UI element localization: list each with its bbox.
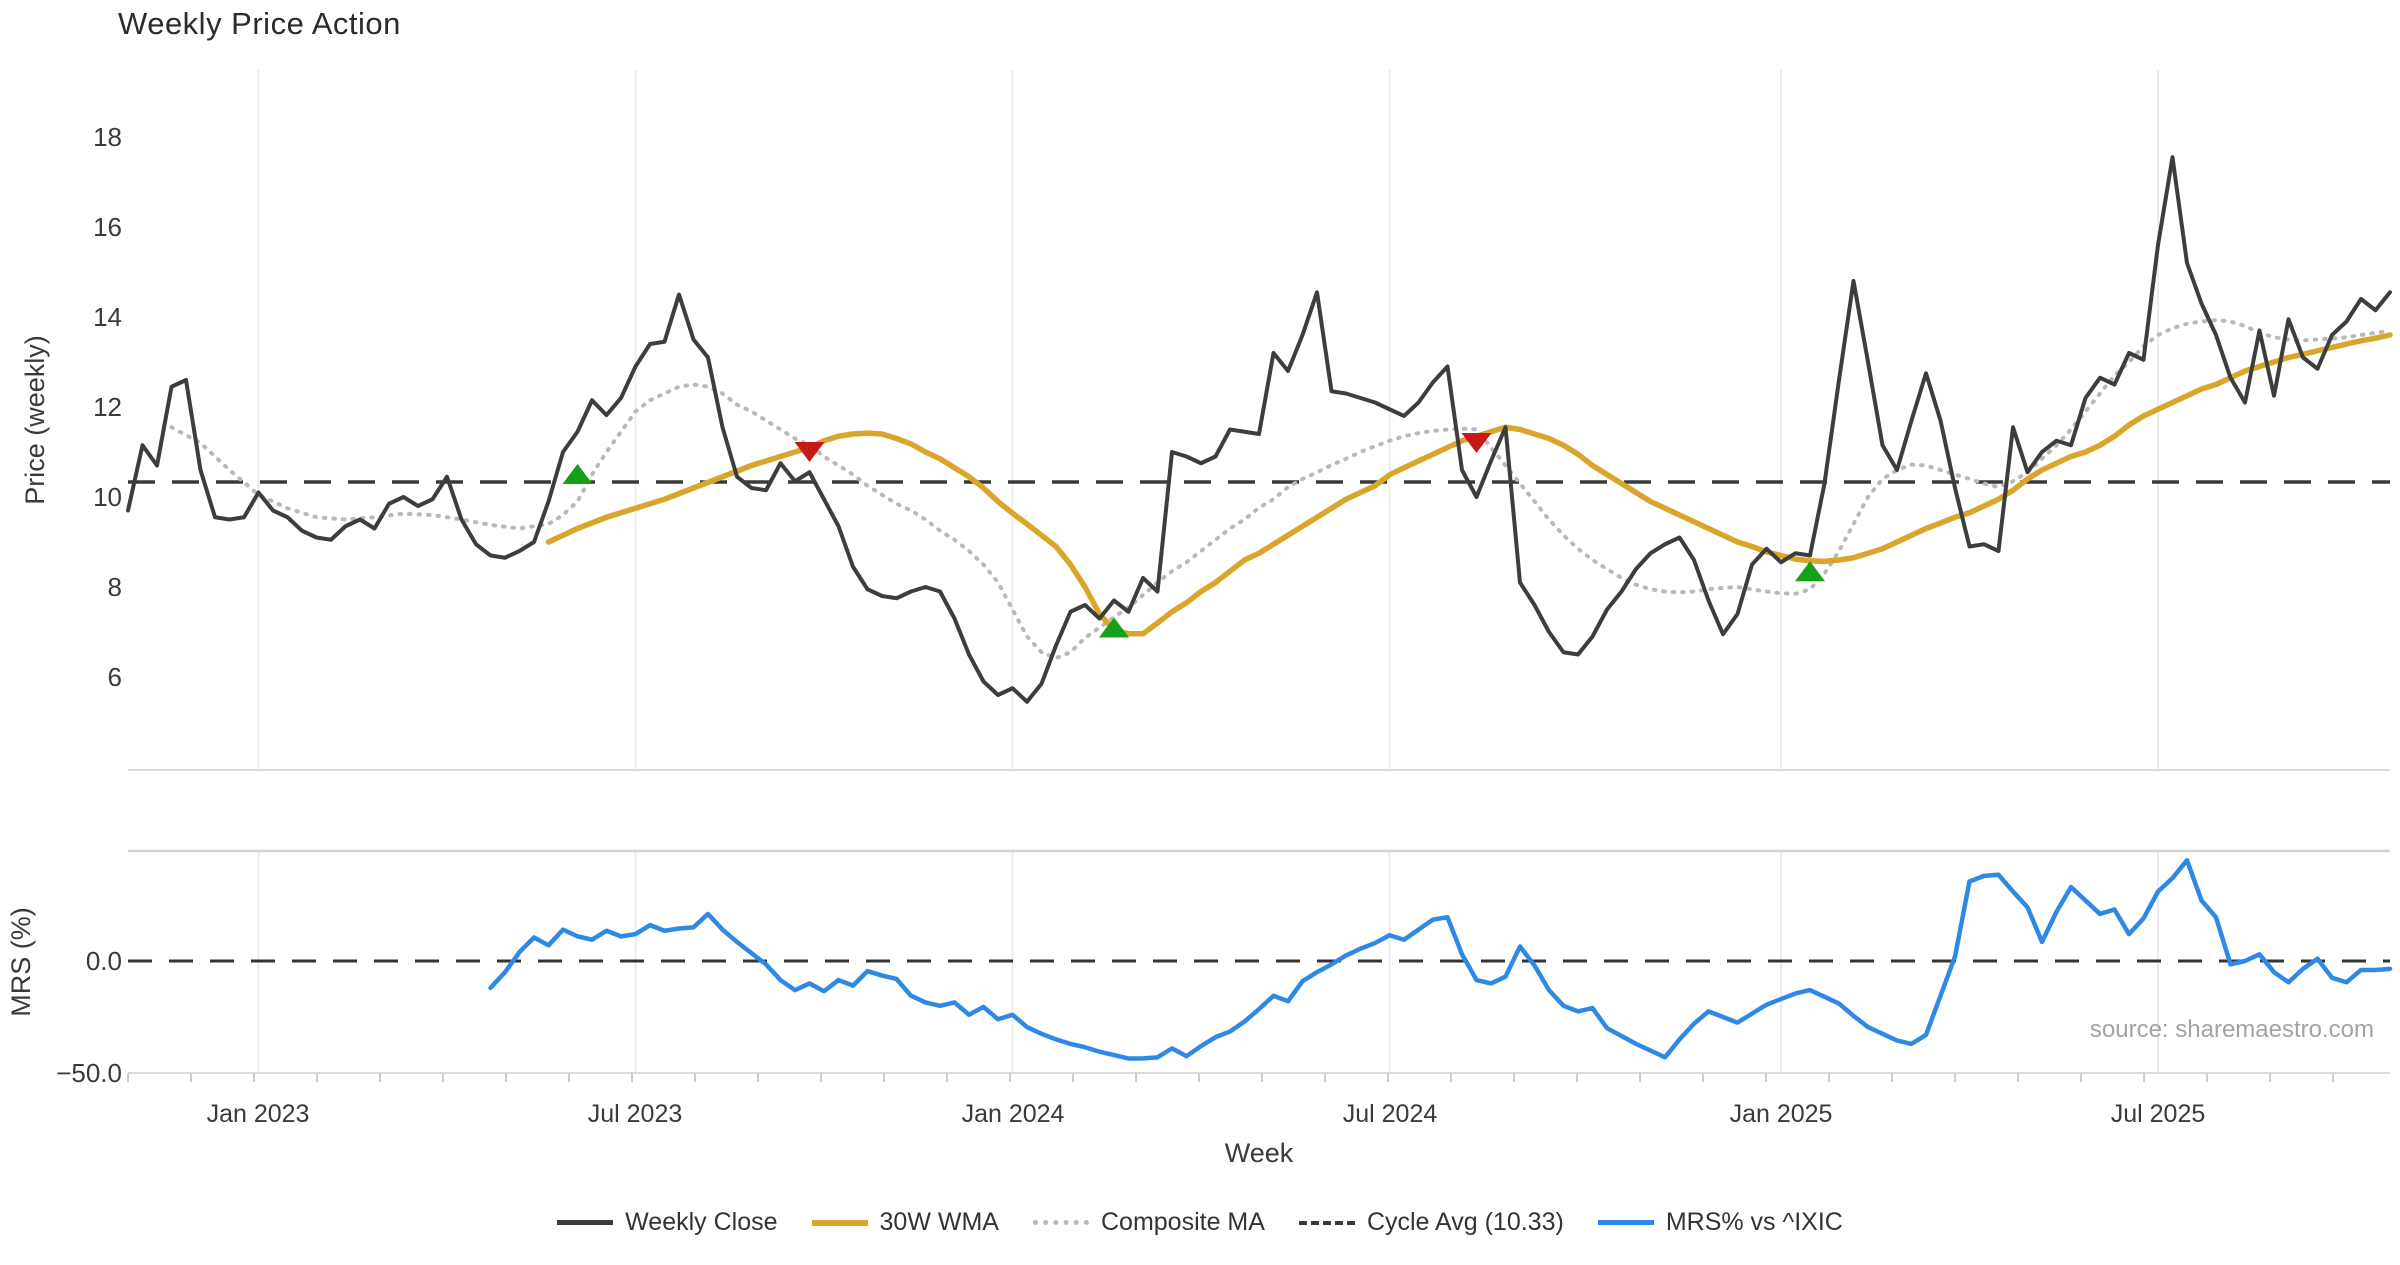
legend-item-composite: Composite MA xyxy=(1032,1208,1265,1237)
mrs-ytick-0: 0.0 xyxy=(86,946,122,976)
x-axis-label: Week xyxy=(1225,1138,1294,1168)
price-ytick-12: 12 xyxy=(93,392,122,422)
legend-label: Cycle Avg (10.33) xyxy=(1366,1208,1564,1236)
legend-label: 30W WMA xyxy=(879,1208,999,1236)
xtick-jan-2025: Jan 2025 xyxy=(1730,1100,1833,1128)
legend-label: Composite MA xyxy=(1100,1208,1265,1236)
buy-sell-markers xyxy=(562,433,1825,638)
sell-signal-marker xyxy=(1461,433,1492,453)
price-ytick-8: 8 xyxy=(108,572,122,602)
price-ytick-10: 10 xyxy=(93,482,122,512)
price-panel-gridlines xyxy=(257,70,2159,770)
source-credit: source: sharemaestro.com xyxy=(2089,1016,2374,1043)
price-axis-label: Price (weekly) xyxy=(20,335,50,505)
sell-signal-marker xyxy=(794,442,825,462)
price-ytick-16: 16 xyxy=(93,212,122,242)
legend-item-wma: 30W WMA xyxy=(811,1208,999,1237)
xtick-jul-2025: Jul 2025 xyxy=(2111,1100,2206,1128)
cycle-avg-swatch-icon xyxy=(1298,1220,1355,1225)
weekly-close-line xyxy=(126,155,2392,704)
composite-ma-line xyxy=(169,318,2392,661)
xtick-jul-2024: Jul 2024 xyxy=(1343,1100,1438,1128)
buy-signal-marker xyxy=(1099,617,1129,638)
composite-swatch-icon xyxy=(1032,1220,1089,1225)
wma-swatch-icon xyxy=(811,1219,868,1226)
price-ytick-18: 18 xyxy=(93,122,122,152)
wma-30w-line xyxy=(545,332,2393,637)
mrs-axis-label: MRS (%) xyxy=(6,907,36,1017)
legend-label: Weekly Close xyxy=(625,1208,778,1236)
legend-item-cycle-avg: Cycle Avg (10.33) xyxy=(1298,1208,1564,1237)
legend-item-weekly-close: Weekly Close xyxy=(557,1208,778,1237)
price-ytick-6: 6 xyxy=(108,662,122,692)
buy-signal-marker xyxy=(1795,561,1825,582)
chart-legend: Weekly Close 30W WMA Composite MA Cycle … xyxy=(0,1208,2400,1237)
xtick-jul-2023: Jul 2023 xyxy=(588,1100,683,1128)
legend-label: MRS% vs ^IXIC xyxy=(1665,1208,1843,1236)
chart-title: Weekly Price Action xyxy=(118,6,401,41)
buy-signal-marker xyxy=(562,464,593,485)
x-axis-minor-ticks xyxy=(127,1073,2335,1082)
legend-item-mrs: MRS% vs ^IXIC xyxy=(1597,1208,1843,1237)
mrs-line xyxy=(488,857,2393,1061)
xtick-jan-2024: Jan 2024 xyxy=(962,1100,1065,1128)
mrs-ytick-neg50: −50.0 xyxy=(56,1058,122,1088)
weekly-close-swatch-icon xyxy=(557,1220,614,1225)
xtick-jan-2023: Jan 2023 xyxy=(207,1100,310,1128)
price-ytick-14: 14 xyxy=(93,302,122,332)
mrs-swatch-icon xyxy=(1597,1220,1654,1225)
